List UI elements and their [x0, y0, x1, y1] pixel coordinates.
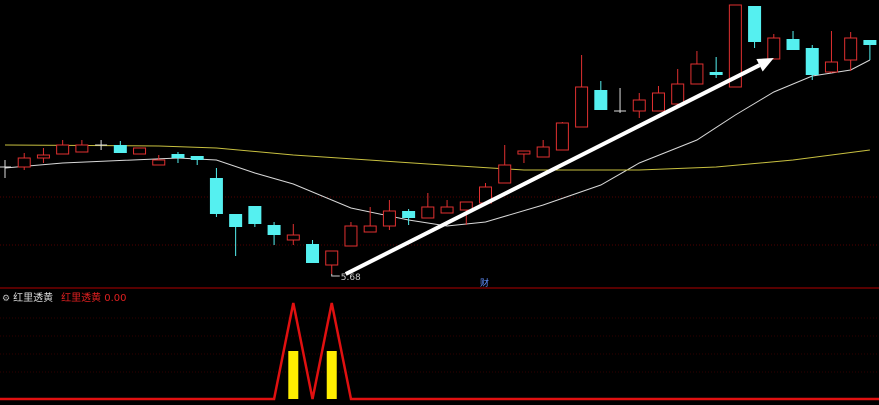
gear-icon[interactable]: ⚙: [2, 294, 11, 304]
candle-up: [421, 206, 435, 219]
candle-up: [344, 225, 358, 247]
candle-up: [440, 206, 454, 214]
candle-up: [536, 146, 550, 158]
candle-up: [56, 144, 70, 155]
indicator-name[interactable]: 红里透黄: [13, 293, 54, 304]
candle-up: [498, 164, 512, 184]
indicator-bar: [326, 351, 337, 399]
candle-down: [402, 211, 416, 218]
candle-down: [248, 206, 262, 224]
candle-up: [844, 37, 858, 61]
candle-down: [306, 244, 320, 263]
candle-down: [748, 6, 762, 42]
candle-down: [786, 39, 800, 50]
low-price-label: 5.68: [341, 273, 361, 283]
finance-badge: 财: [480, 277, 489, 289]
moving-average-line: [4, 59, 871, 227]
indicator-legend: ⚙ 红里透黄 红里透黄 0.00: [2, 289, 127, 304]
candle-up: [728, 4, 742, 88]
candle-up: [824, 61, 838, 73]
candle-up: [671, 83, 685, 105]
candle-up: [555, 122, 569, 151]
candle-up: [382, 210, 396, 227]
candle-up: [75, 144, 89, 153]
candle-up: [632, 99, 646, 112]
candle-down: [267, 225, 281, 235]
candle-down: [229, 214, 243, 227]
indicator-line: [0, 302, 879, 401]
candle-up: [152, 159, 166, 166]
candle-up: [517, 150, 531, 155]
candle-down: [863, 40, 877, 45]
candle-up: [767, 37, 781, 60]
indicator-bar: [288, 351, 299, 399]
candle-up: [36, 154, 50, 159]
candle-up: [575, 86, 589, 128]
candle-up: [133, 147, 147, 155]
indicator-value: 0.00: [104, 293, 127, 304]
candle-up: [690, 63, 704, 85]
candle-down: [709, 72, 723, 75]
candle-up: [286, 234, 300, 241]
indicator-value-label: 红里透黄: [61, 293, 102, 304]
candle-down: [805, 48, 819, 75]
candle-down: [171, 154, 185, 158]
candle-up: [17, 157, 31, 168]
candle-down: [594, 90, 608, 110]
candle-down: [209, 178, 223, 214]
moving-average-line: [4, 144, 870, 171]
candle-up: [651, 92, 665, 112]
candle-down: [190, 156, 204, 160]
candle-up: [325, 250, 339, 266]
low-marker-line: [331, 274, 340, 277]
candle-down: [113, 145, 127, 153]
candle-up: [363, 225, 377, 233]
trend-arrow-line: [344, 63, 761, 276]
candle-up: [459, 201, 473, 211]
trend-arrow-head: [756, 58, 774, 72]
